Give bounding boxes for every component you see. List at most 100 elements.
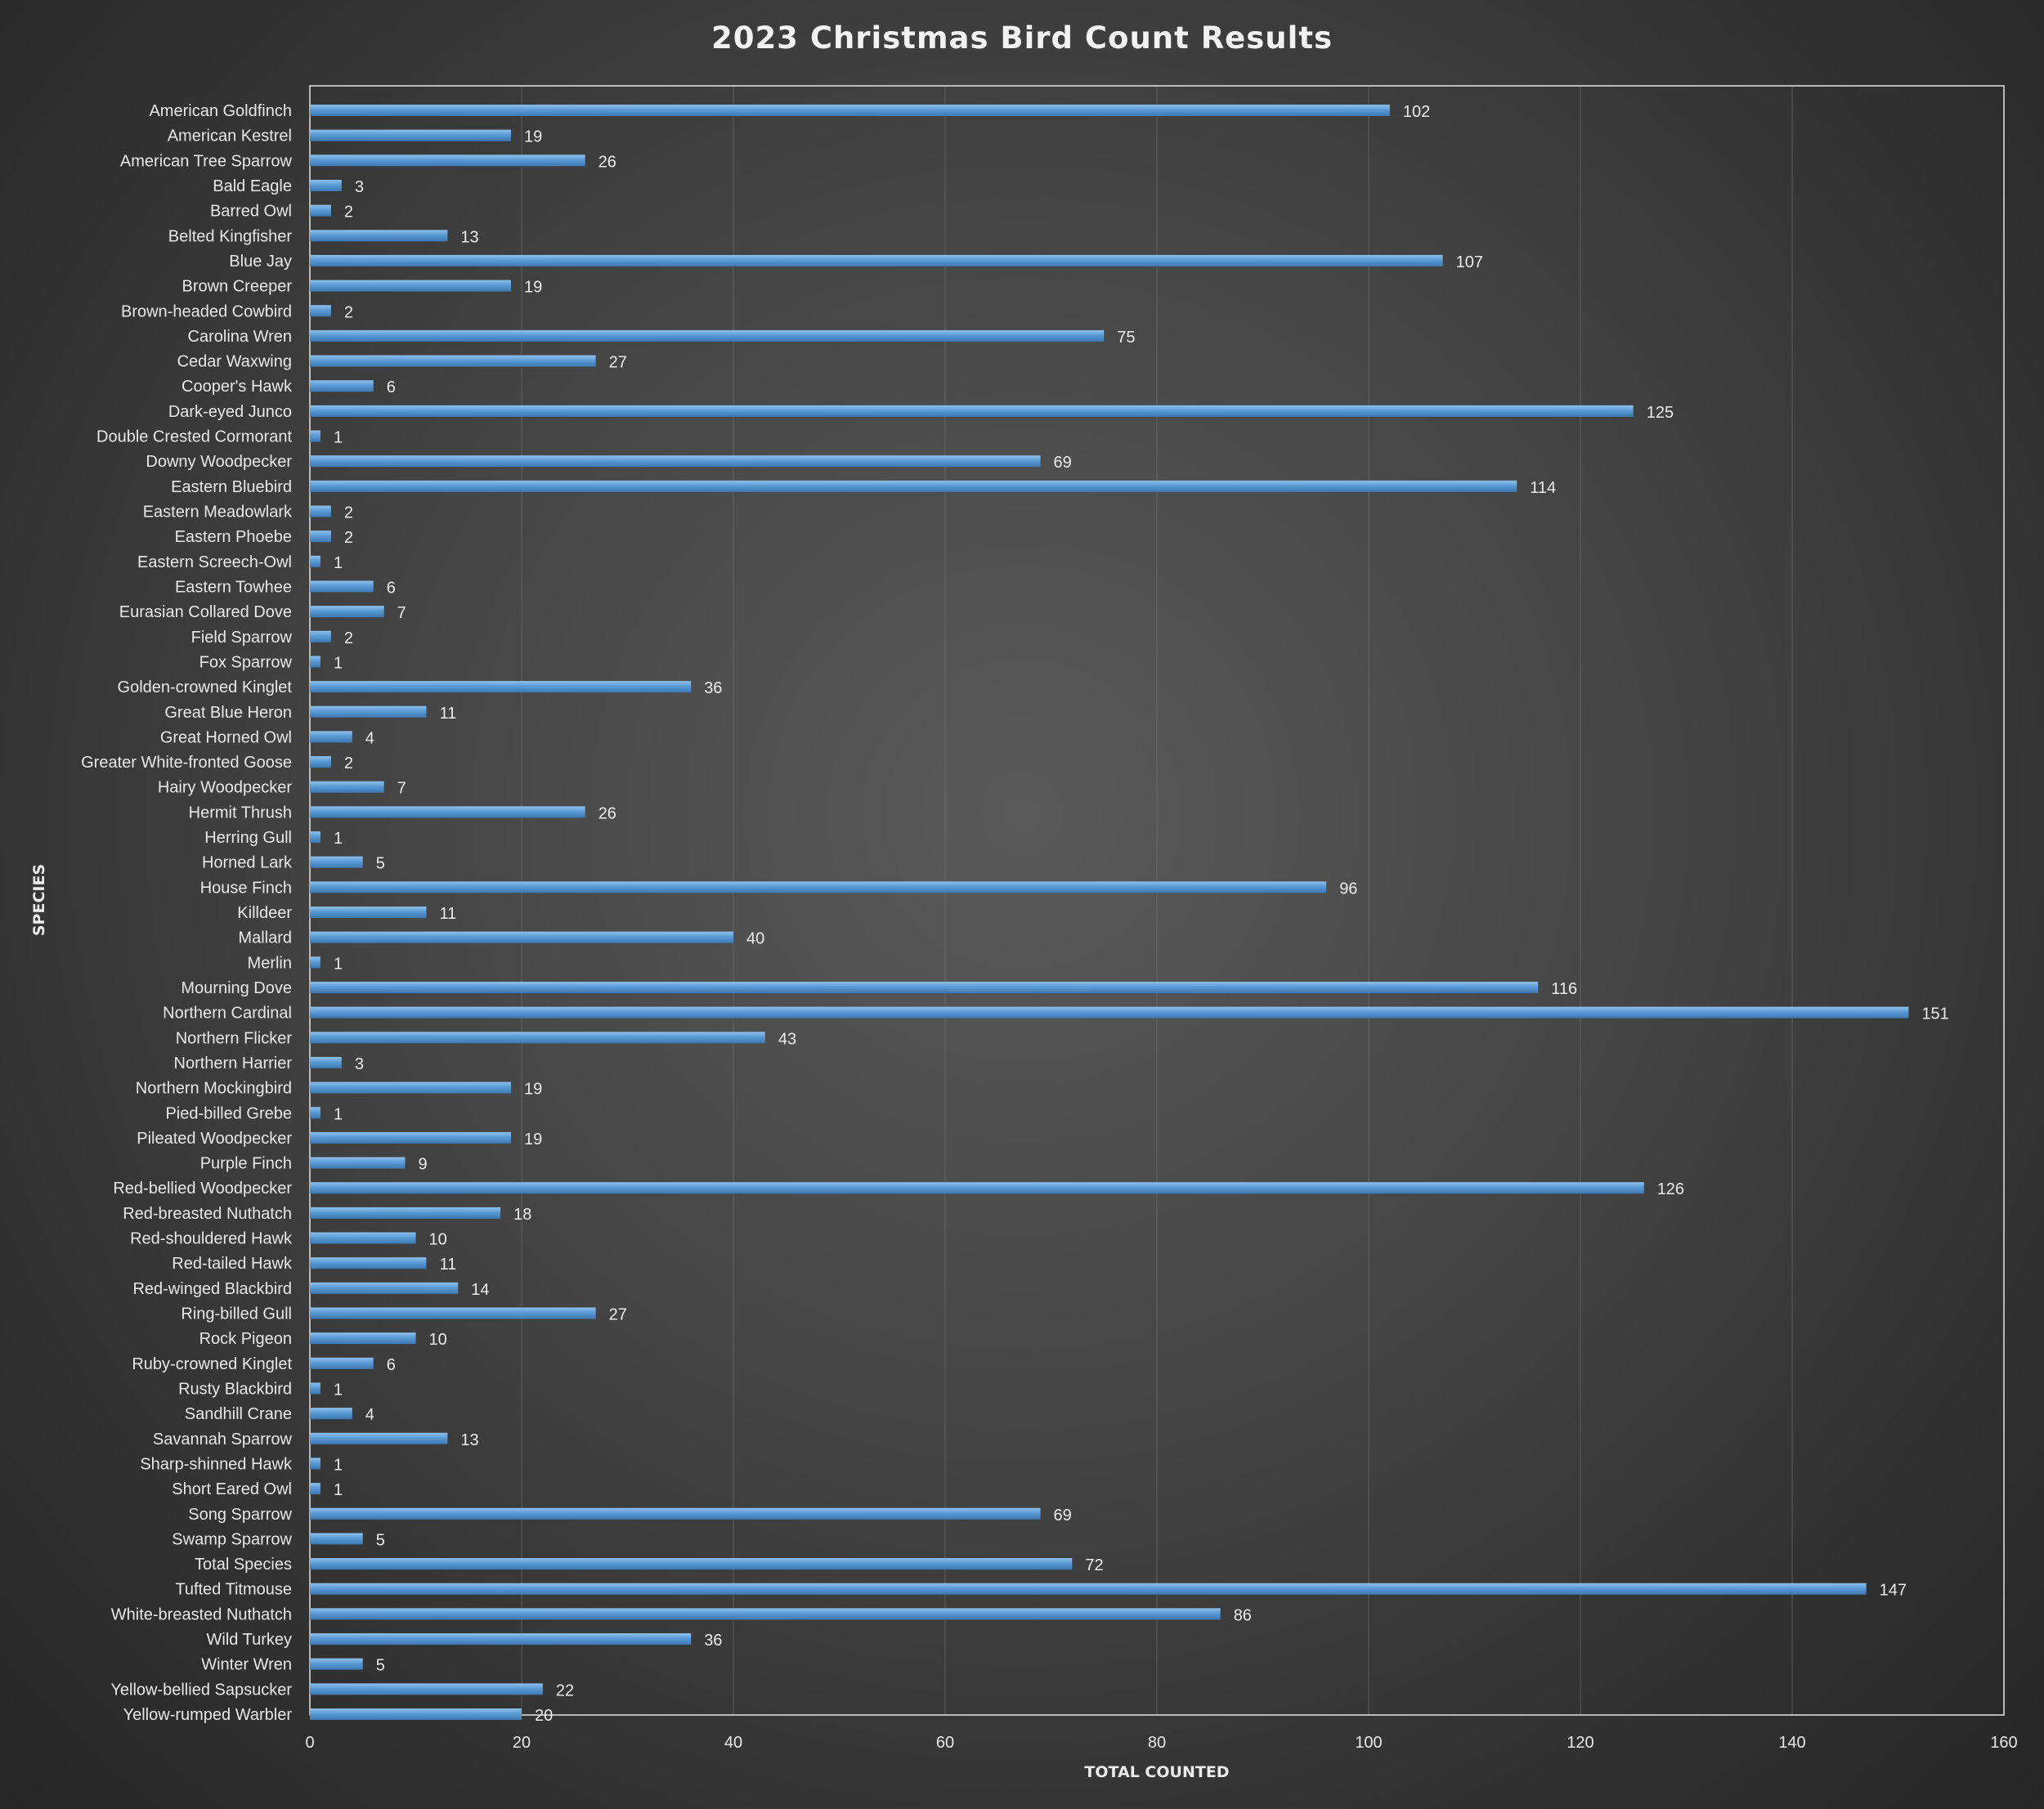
category-label: Double Crested Cormorant: [96, 428, 292, 446]
data-label: 26: [598, 804, 616, 822]
bar: [310, 1207, 501, 1219]
bar: [310, 981, 1539, 993]
bar: [310, 1708, 522, 1720]
bar: [310, 1332, 416, 1345]
bar: [310, 705, 427, 718]
data-label: 7: [397, 604, 406, 622]
category-label: Total Species: [195, 1556, 292, 1574]
category-label: Eastern Phoebe: [175, 528, 292, 546]
data-label: 75: [1117, 329, 1135, 347]
data-label: 69: [1054, 1507, 1072, 1525]
data-label: 10: [429, 1231, 447, 1249]
category-label: Red-tailed Hawk: [172, 1255, 293, 1273]
category-label: Pileated Woodpecker: [137, 1130, 292, 1148]
category-label: American Goldfinch: [149, 102, 292, 120]
bar: [310, 1633, 692, 1646]
bar: [310, 731, 352, 743]
data-label: 1: [334, 1456, 343, 1474]
category-label: Fox Sparrow: [199, 653, 293, 671]
data-label: 1: [334, 830, 343, 848]
x-tick-label: 80: [1148, 1734, 1166, 1752]
category-label: Red-bellied Woodpecker: [113, 1180, 292, 1198]
category-label: Dark-eyed Junco: [168, 403, 292, 421]
bar: [310, 1558, 1073, 1570]
category-label: Eurasian Collared Dove: [119, 603, 292, 621]
x-axis-title: TOTAL COUNTED: [1084, 1763, 1229, 1781]
bar: [310, 1658, 363, 1670]
category-label: Red-breasted Nuthatch: [123, 1205, 292, 1223]
category-label: Great Horned Owl: [160, 728, 292, 746]
bar: [310, 405, 1634, 417]
bar: [310, 1282, 459, 1294]
bar: [310, 1032, 765, 1044]
data-label: 125: [1647, 404, 1674, 422]
gridlines: [521, 86, 1793, 1715]
data-label: 6: [387, 1356, 396, 1374]
data-label: 7: [397, 780, 406, 798]
category-label: Carolina Wren: [188, 328, 292, 346]
category-label: House Finch: [200, 879, 292, 897]
category-labels: American Goldfinch American Kestrel Americ…: [81, 102, 293, 1724]
category-label: Rusty Blackbird: [178, 1380, 292, 1398]
category-label: Sandhill Crane: [185, 1405, 292, 1423]
category-label: Tufted Titmouse: [175, 1581, 292, 1599]
category-label: Field Sparrow: [191, 629, 293, 647]
category-label: Eastern Meadowlark: [143, 504, 293, 522]
bar: [310, 1533, 363, 1545]
data-label: 6: [387, 378, 396, 396]
category-label: Rock Pigeon: [199, 1330, 292, 1348]
x-tick-label: 40: [724, 1734, 742, 1752]
x-tick-label: 0: [305, 1734, 314, 1752]
data-label: 107: [1456, 253, 1483, 271]
data-label: 11: [439, 705, 456, 723]
category-label: Hairy Woodpecker: [158, 779, 292, 797]
data-label: 20: [535, 1707, 553, 1725]
x-tick-label: 120: [1567, 1734, 1594, 1752]
bar: [310, 1683, 543, 1695]
bar: [310, 681, 692, 693]
bar: [310, 1357, 374, 1369]
bar: [310, 505, 331, 517]
category-label: Winter Wren: [201, 1656, 292, 1674]
bar: [310, 1056, 342, 1068]
bar: [310, 480, 1517, 492]
data-label: 5: [376, 855, 385, 873]
data-label: 22: [556, 1681, 574, 1699]
bar: [310, 129, 512, 141]
category-label: Brown Creeper: [182, 278, 292, 296]
category-label: Mallard: [238, 929, 292, 947]
data-label: 13: [460, 228, 478, 246]
category-label: Yellow-rumped Warbler: [123, 1706, 293, 1724]
data-label: 2: [344, 504, 353, 522]
bar: [310, 1131, 512, 1144]
bar: [310, 1257, 427, 1269]
bar: [310, 1583, 1867, 1595]
bar: [310, 580, 374, 593]
x-tick-label: 140: [1778, 1734, 1805, 1752]
category-label: Yellow-bellied Sapsucker: [110, 1681, 292, 1699]
bar: [310, 531, 331, 543]
bar: [310, 1483, 320, 1495]
data-label: 19: [524, 279, 542, 297]
category-label: Golden-crowned Kinglet: [118, 678, 293, 696]
bar: [310, 1382, 320, 1395]
data-label: 9: [419, 1156, 428, 1174]
bar: [310, 1107, 320, 1119]
data-label: 102: [1403, 103, 1430, 121]
category-label: Great Blue Heron: [164, 704, 292, 722]
bar: [310, 1408, 352, 1420]
category-label: American Tree Sparrow: [120, 152, 293, 170]
x-tick-label: 60: [936, 1734, 954, 1752]
bar: [310, 1507, 1041, 1520]
data-label: 69: [1054, 454, 1072, 472]
category-label: Bald Eagle: [213, 177, 292, 195]
data-label: 40: [746, 930, 764, 948]
category-label: Ring-billed Gull: [181, 1305, 292, 1323]
data-label: 126: [1657, 1180, 1684, 1198]
bar: [310, 305, 331, 317]
data-label: 27: [609, 1306, 627, 1324]
data-label: 147: [1880, 1582, 1907, 1600]
data-label: 5: [376, 1531, 385, 1549]
category-label: Song Sparrow: [188, 1506, 292, 1524]
